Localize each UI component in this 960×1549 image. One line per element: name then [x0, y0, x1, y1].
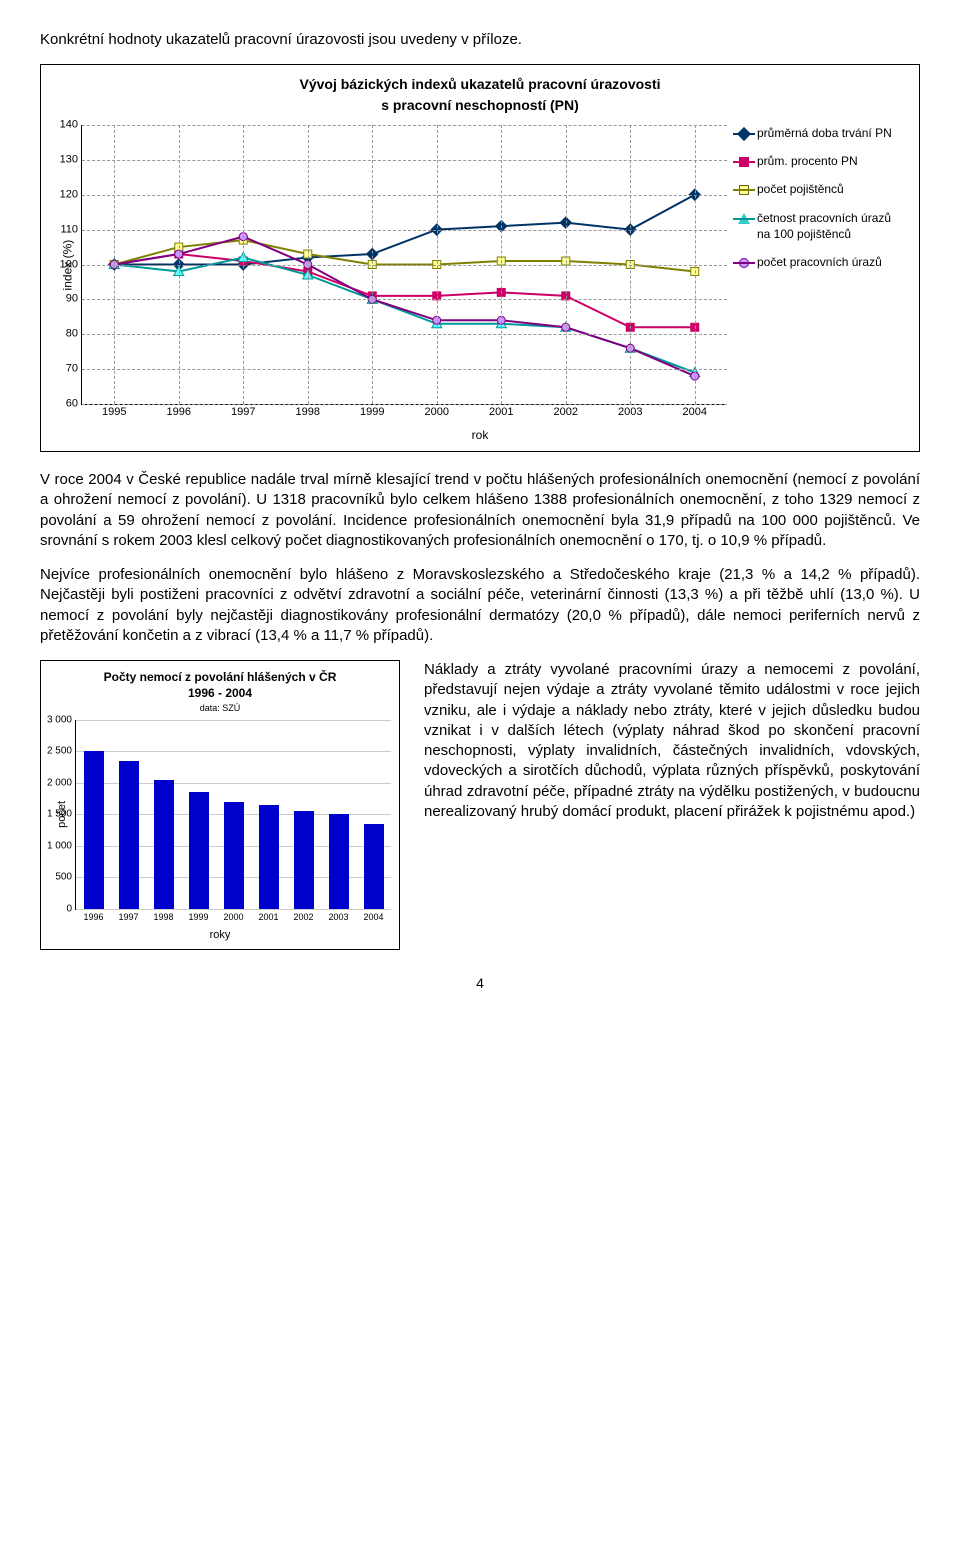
mid-paragraph-1: V roce 2004 v České republice nadále trv…: [40, 470, 920, 551]
chart1-plot-area: 6070809010011012013014019951996199719981…: [81, 125, 727, 405]
chart2-xlabel-tick: 1997: [118, 911, 138, 923]
chart2-ytick: 0: [40, 902, 72, 916]
chart1-title-l2: s pracovní neschopností (PN): [53, 96, 907, 115]
chart2-bar: [329, 814, 349, 909]
chart1-xlabel-tick: 1999: [360, 405, 384, 420]
chart2-plot-area: 05001 0001 5002 0002 5003 00019961997199…: [75, 720, 391, 910]
chart2-xlabel: roky: [49, 928, 391, 943]
chart1-ytick: 90: [52, 292, 78, 307]
chart2-ytick: 500: [40, 870, 72, 884]
chart1-legend-item: počet pojištěnců: [737, 181, 907, 197]
chart2-bar: [119, 761, 139, 909]
chart1-legend-item: počet pracovních úrazů: [737, 254, 907, 270]
chart1-ytick: 110: [52, 222, 78, 237]
chart1-ytick: 130: [52, 152, 78, 167]
chart1-xlabel-tick: 1995: [102, 405, 126, 420]
chart-line-indexes: Vývoj bázických indexů ukazatelů pracovn…: [40, 64, 920, 452]
chart2-source: data: SZÚ: [49, 702, 391, 714]
chart1-xlabel-tick: 1997: [231, 405, 255, 420]
chart1-ytick: 120: [52, 187, 78, 202]
chart2-bar: [364, 824, 384, 909]
chart1-xlabel-tick: 1996: [167, 405, 191, 420]
chart1-ytick: 80: [52, 327, 78, 342]
chart2-bar: [189, 792, 209, 909]
chart1-xlabel-tick: 2000: [425, 405, 449, 420]
chart2-xlabel-tick: 1998: [153, 911, 173, 923]
chart1-title-l1: Vývoj bázických indexů ukazatelů pracovn…: [53, 75, 907, 94]
right-paragraph: Náklady a ztráty vyvolané pracovními úra…: [424, 660, 920, 822]
chart2-ytick: 3 000: [40, 713, 72, 727]
chart1-legend-item: četnost pracovních úrazů na 100 pojištěn…: [737, 210, 907, 242]
intro-paragraph: Konkrétní hodnoty ukazatelů pracovní úra…: [40, 30, 920, 50]
page-number: 4: [40, 974, 920, 993]
chart2-bar: [294, 811, 314, 909]
chart1-xlabel-tick: 2002: [554, 405, 578, 420]
chart2-bar: [259, 805, 279, 909]
chart2-ytick: 1 000: [40, 839, 72, 853]
chart2-xlabel-tick: 2002: [293, 911, 313, 923]
chart1-ytick: 60: [52, 397, 78, 412]
chart1-xlabel-tick: 2001: [489, 405, 513, 420]
chart1-xlabel: rok: [53, 427, 907, 443]
chart2-bar: [84, 751, 104, 909]
chart2-xlabel-tick: 1996: [83, 911, 103, 923]
chart2-title-l1: Počty nemocí z povolání hlášených v ČR: [49, 669, 391, 685]
chart1-ytick: 100: [52, 257, 78, 272]
chart2-xlabel-tick: 2004: [363, 911, 383, 923]
chart1-ytick: 140: [52, 118, 78, 133]
chart2-xlabel-tick: 1999: [188, 911, 208, 923]
chart1-legend-item: průměrná doba trvání PN: [737, 125, 907, 141]
chart-bar-diseases: Počty nemocí z povolání hlášených v ČR 1…: [40, 660, 400, 949]
chart1-xlabel-tick: 2003: [618, 405, 642, 420]
chart2-bar: [154, 780, 174, 909]
chart2-xlabel-tick: 2003: [328, 911, 348, 923]
chart2-bar: [224, 802, 244, 909]
chart2-xlabel-tick: 2000: [223, 911, 243, 923]
chart2-ytick: 1 500: [40, 807, 72, 821]
mid-paragraph-2: Nejvíce profesionálních onemocnění bylo …: [40, 565, 920, 646]
chart2-xlabel-tick: 2001: [258, 911, 278, 923]
chart1-xlabel-tick: 1998: [296, 405, 320, 420]
chart2-title-l2: 1996 - 2004: [49, 685, 391, 701]
chart1-xlabel-tick: 2004: [683, 405, 707, 420]
chart1-legend: průměrná doba trvání PN prům. procento PN…: [727, 125, 907, 405]
chart1-ytick: 70: [52, 362, 78, 377]
chart2-ytick: 2 500: [40, 744, 72, 758]
chart1-legend-item: prům. procento PN: [737, 153, 907, 169]
chart2-ytick: 2 000: [40, 776, 72, 790]
